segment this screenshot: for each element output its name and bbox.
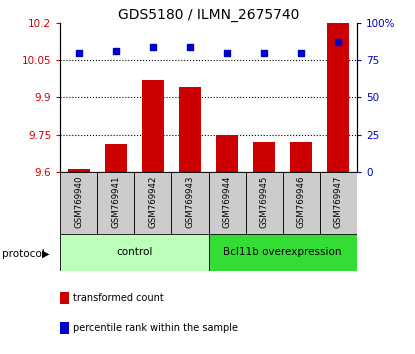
Text: GSM769942: GSM769942	[149, 175, 157, 228]
Point	[335, 40, 342, 45]
Bar	[134, 172, 171, 234]
Bar	[327, 23, 349, 172]
Point	[76, 50, 82, 56]
Text: control: control	[116, 247, 153, 257]
Bar	[320, 172, 357, 234]
Bar	[60, 292, 69, 304]
Text: percentile rank within the sample: percentile rank within the sample	[73, 323, 239, 333]
Title: GDS5180 / ILMN_2675740: GDS5180 / ILMN_2675740	[118, 8, 299, 22]
Bar	[209, 234, 357, 271]
Point	[149, 44, 156, 50]
Bar	[142, 80, 164, 172]
Point	[224, 50, 230, 56]
Bar	[171, 172, 209, 234]
Text: transformed count: transformed count	[73, 293, 164, 303]
Text: GSM769943: GSM769943	[186, 175, 195, 228]
Point	[112, 48, 119, 54]
Point	[298, 50, 305, 56]
Bar	[209, 172, 246, 234]
Point	[187, 44, 193, 50]
Bar	[246, 172, 283, 234]
Bar	[97, 172, 134, 234]
Text: protocol: protocol	[2, 249, 45, 259]
Bar	[60, 172, 97, 234]
Text: GSM769944: GSM769944	[222, 175, 232, 228]
Point	[261, 50, 268, 56]
Bar	[105, 144, 127, 172]
Text: GSM769947: GSM769947	[334, 175, 343, 228]
Text: GSM769941: GSM769941	[111, 175, 120, 228]
Bar	[179, 87, 201, 172]
Bar	[60, 234, 209, 271]
Bar	[253, 142, 275, 172]
Bar	[290, 142, 312, 172]
Text: Bcl11b overexpression: Bcl11b overexpression	[223, 247, 342, 257]
Text: GSM769946: GSM769946	[297, 175, 306, 228]
Bar	[216, 135, 238, 172]
Bar	[60, 322, 69, 334]
Text: ▶: ▶	[42, 249, 50, 259]
Text: GSM769940: GSM769940	[74, 175, 83, 228]
Bar	[283, 172, 320, 234]
Bar	[68, 169, 90, 172]
Text: GSM769945: GSM769945	[260, 175, 269, 228]
